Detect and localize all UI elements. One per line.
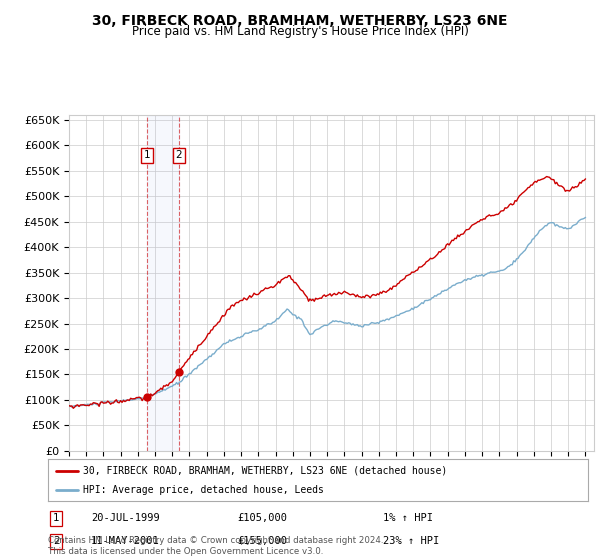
Text: 30, FIRBECK ROAD, BRAMHAM, WETHERBY, LS23 6NE (detached house): 30, FIRBECK ROAD, BRAMHAM, WETHERBY, LS2…: [83, 465, 448, 475]
Text: 30, FIRBECK ROAD, BRAMHAM, WETHERBY, LS23 6NE: 30, FIRBECK ROAD, BRAMHAM, WETHERBY, LS2…: [92, 14, 508, 28]
Text: HPI: Average price, detached house, Leeds: HPI: Average price, detached house, Leed…: [83, 485, 324, 495]
Text: 2: 2: [53, 536, 59, 547]
Text: 20-JUL-1999: 20-JUL-1999: [91, 513, 160, 523]
Text: 11-MAY-2001: 11-MAY-2001: [91, 536, 160, 547]
Text: £105,000: £105,000: [237, 513, 287, 523]
Text: £155,000: £155,000: [237, 536, 287, 547]
Text: Contains HM Land Registry data © Crown copyright and database right 2024.
This d: Contains HM Land Registry data © Crown c…: [48, 536, 383, 556]
Text: 2: 2: [175, 150, 182, 160]
Text: Price paid vs. HM Land Registry's House Price Index (HPI): Price paid vs. HM Land Registry's House …: [131, 25, 469, 38]
Text: 1: 1: [53, 513, 59, 523]
Text: 23% ↑ HPI: 23% ↑ HPI: [383, 536, 439, 547]
Text: 1% ↑ HPI: 1% ↑ HPI: [383, 513, 433, 523]
Text: 1: 1: [144, 150, 151, 160]
Bar: [148, 115, 179, 451]
